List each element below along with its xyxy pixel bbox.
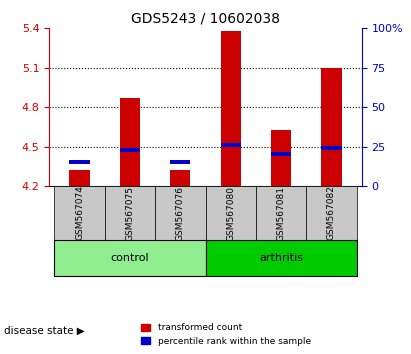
Text: GSM567081: GSM567081	[277, 185, 286, 241]
Bar	[120, 148, 140, 152]
Text: GSM567080: GSM567080	[226, 185, 235, 241]
Bar	[69, 160, 90, 164]
FancyBboxPatch shape	[206, 240, 357, 276]
Bar	[271, 130, 291, 186]
Text: GSM567074: GSM567074	[75, 185, 84, 240]
Text: disease state ▶: disease state ▶	[4, 326, 85, 336]
FancyBboxPatch shape	[54, 240, 206, 276]
Legend: transformed count, percentile rank within the sample: transformed count, percentile rank withi…	[138, 320, 314, 349]
FancyBboxPatch shape	[105, 186, 155, 240]
Bar	[321, 146, 342, 150]
Bar	[271, 152, 291, 156]
Bar	[321, 68, 342, 186]
Bar	[69, 170, 90, 186]
Title: GDS5243 / 10602038: GDS5243 / 10602038	[131, 12, 280, 26]
FancyBboxPatch shape	[206, 186, 256, 240]
FancyBboxPatch shape	[54, 186, 105, 240]
Text: control: control	[111, 253, 149, 263]
Bar	[120, 98, 140, 186]
Text: GSM567082: GSM567082	[327, 185, 336, 240]
FancyBboxPatch shape	[155, 186, 206, 240]
FancyBboxPatch shape	[256, 186, 306, 240]
Text: arthritis: arthritis	[259, 253, 303, 263]
Bar	[170, 170, 190, 186]
Text: GSM567076: GSM567076	[176, 185, 185, 241]
Bar	[221, 31, 241, 186]
Text: GSM567075: GSM567075	[125, 185, 134, 241]
FancyBboxPatch shape	[306, 186, 357, 240]
Bar	[221, 143, 241, 147]
Bar	[170, 160, 190, 164]
